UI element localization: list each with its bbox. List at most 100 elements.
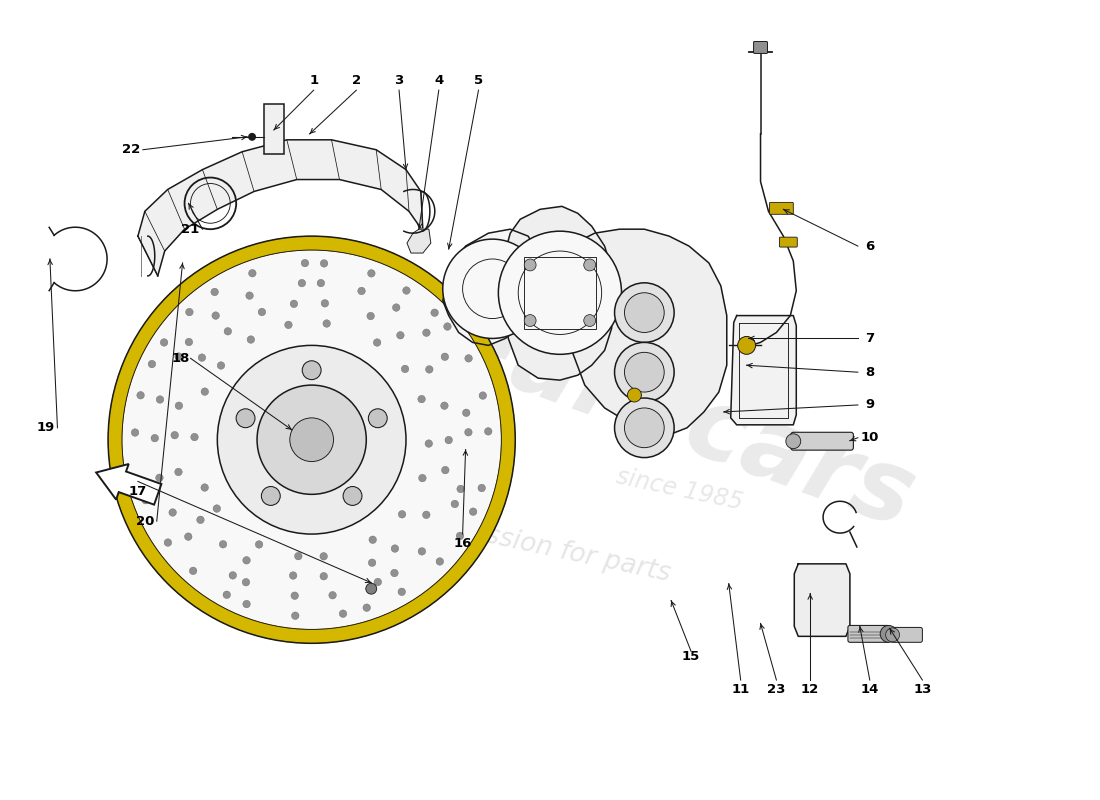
Text: a passion for parts: a passion for parts (427, 510, 673, 587)
Circle shape (368, 409, 387, 428)
Circle shape (373, 338, 381, 346)
Text: 10: 10 (860, 431, 879, 444)
Circle shape (201, 484, 209, 491)
Circle shape (189, 567, 197, 574)
Circle shape (285, 321, 293, 329)
Circle shape (584, 314, 596, 326)
Circle shape (366, 583, 376, 594)
Circle shape (456, 485, 464, 493)
Circle shape (242, 578, 250, 586)
Circle shape (323, 320, 330, 327)
Circle shape (108, 236, 515, 643)
Text: 17: 17 (129, 485, 147, 498)
Text: 11: 11 (732, 683, 750, 697)
Circle shape (217, 362, 224, 370)
Circle shape (785, 434, 801, 449)
Circle shape (627, 388, 641, 402)
Circle shape (301, 259, 309, 267)
Text: 16: 16 (453, 538, 472, 550)
Text: 12: 12 (801, 683, 820, 697)
Circle shape (402, 365, 409, 373)
Circle shape (320, 573, 328, 580)
Circle shape (484, 427, 492, 435)
Circle shape (418, 395, 426, 403)
Text: 1: 1 (309, 74, 318, 86)
FancyBboxPatch shape (770, 202, 793, 214)
Polygon shape (794, 564, 850, 636)
Circle shape (625, 293, 664, 333)
Circle shape (136, 391, 144, 399)
Circle shape (249, 270, 256, 277)
Text: 4: 4 (434, 74, 443, 86)
Circle shape (625, 408, 664, 448)
Circle shape (615, 398, 674, 458)
Circle shape (418, 547, 426, 555)
FancyBboxPatch shape (754, 42, 768, 54)
Circle shape (248, 336, 254, 343)
Text: 6: 6 (865, 239, 874, 253)
Text: 15: 15 (682, 650, 700, 662)
Circle shape (224, 327, 232, 335)
Polygon shape (560, 229, 727, 434)
Circle shape (229, 571, 236, 579)
Circle shape (321, 299, 329, 307)
Text: 3: 3 (395, 74, 404, 86)
Text: 8: 8 (865, 366, 874, 378)
Circle shape (148, 360, 156, 368)
Circle shape (245, 292, 253, 299)
Circle shape (190, 434, 198, 441)
Circle shape (249, 133, 256, 141)
Circle shape (398, 510, 406, 518)
Circle shape (185, 533, 192, 541)
Circle shape (368, 536, 376, 543)
Circle shape (451, 500, 459, 508)
Circle shape (444, 436, 452, 444)
FancyBboxPatch shape (891, 627, 923, 642)
Circle shape (425, 440, 432, 447)
Circle shape (156, 396, 164, 403)
Circle shape (480, 392, 486, 399)
Circle shape (392, 545, 398, 552)
Circle shape (442, 239, 542, 338)
Text: 13: 13 (913, 683, 932, 697)
Circle shape (456, 532, 464, 540)
Circle shape (465, 354, 472, 362)
Circle shape (886, 628, 900, 642)
Circle shape (329, 591, 337, 599)
Text: 18: 18 (172, 352, 190, 365)
Circle shape (170, 431, 178, 439)
Circle shape (431, 309, 439, 317)
Circle shape (317, 279, 324, 287)
Text: 23: 23 (767, 683, 785, 697)
Circle shape (236, 409, 255, 428)
Circle shape (198, 354, 206, 362)
Circle shape (175, 468, 183, 476)
Polygon shape (505, 206, 615, 380)
Circle shape (441, 353, 449, 361)
Circle shape (142, 497, 150, 504)
FancyBboxPatch shape (264, 104, 284, 154)
Circle shape (295, 552, 302, 560)
Circle shape (302, 361, 321, 380)
Circle shape (390, 570, 398, 577)
Circle shape (218, 346, 406, 534)
Polygon shape (138, 140, 422, 276)
Text: 21: 21 (182, 222, 199, 236)
Circle shape (436, 558, 443, 566)
Circle shape (211, 288, 219, 296)
Circle shape (290, 300, 298, 308)
Circle shape (289, 418, 333, 462)
Circle shape (422, 511, 430, 518)
Circle shape (136, 479, 144, 486)
Circle shape (219, 541, 227, 548)
Text: eurocars: eurocars (431, 290, 927, 550)
Text: 7: 7 (866, 332, 874, 345)
Polygon shape (442, 229, 540, 346)
Circle shape (151, 434, 158, 442)
Circle shape (223, 591, 231, 598)
Circle shape (169, 509, 176, 516)
Circle shape (441, 466, 449, 474)
Circle shape (212, 312, 220, 319)
Circle shape (374, 578, 382, 586)
Circle shape (367, 312, 374, 320)
